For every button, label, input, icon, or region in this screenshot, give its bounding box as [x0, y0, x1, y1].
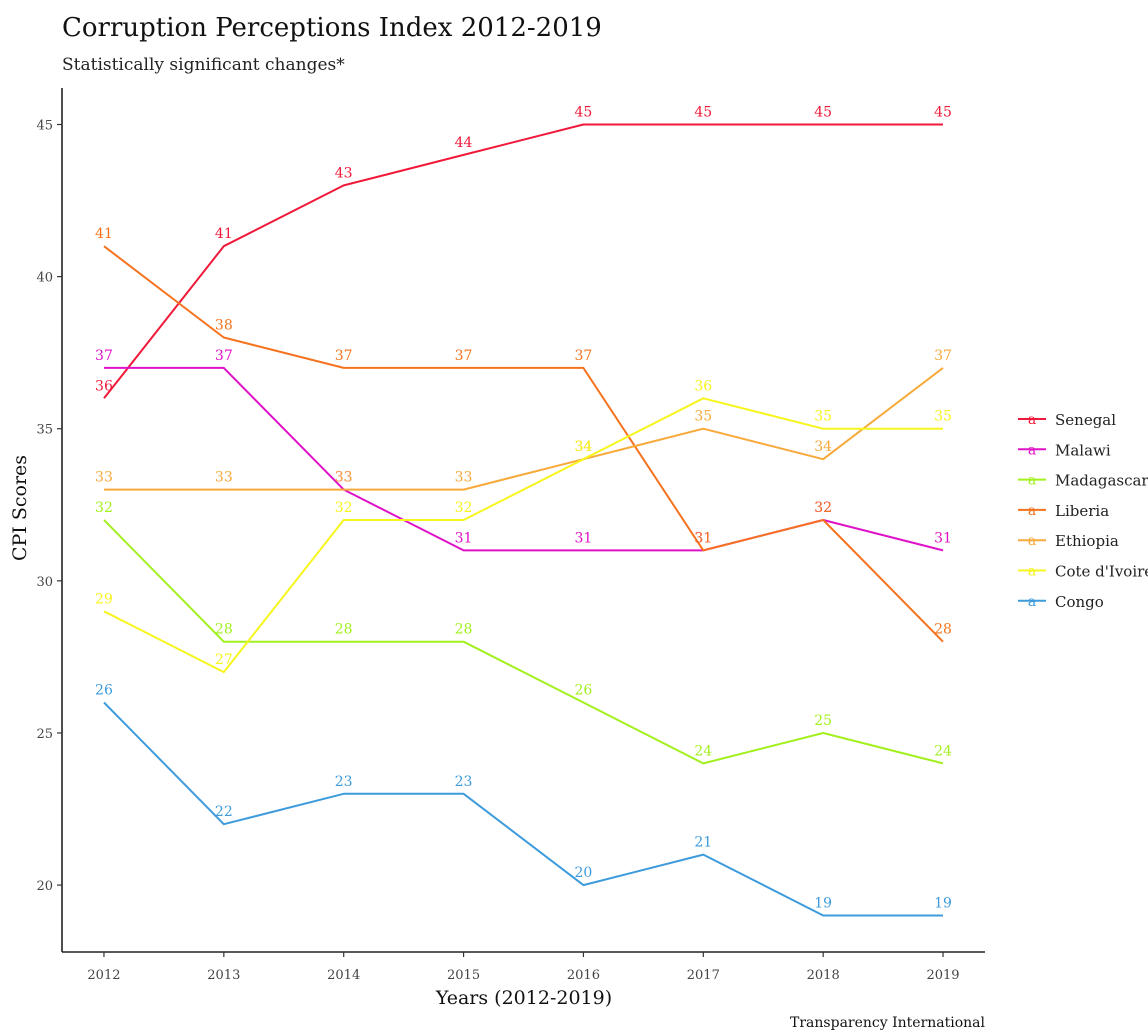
- legend-key-glyph: a: [1028, 564, 1036, 580]
- data-label: 31: [575, 530, 593, 546]
- legend-label: Liberia: [1055, 502, 1109, 520]
- data-label: 37: [215, 348, 233, 364]
- data-label: 28: [215, 622, 233, 638]
- x-tick-label: 2013: [207, 968, 240, 983]
- series-line: [103, 123, 943, 399]
- plot-area: 20 25 30 35 40 45 2012 2013 2014 2015 2016 2017 2018…: [36, 88, 985, 983]
- data-label: 26: [575, 683, 593, 699]
- series-line: [103, 397, 943, 674]
- data-label: 24: [934, 743, 952, 759]
- legend-label: Madagascar: [1055, 472, 1148, 490]
- x-tick-label: 2017: [687, 968, 720, 983]
- data-label: 32: [455, 500, 473, 516]
- legend-key-glyph: a: [1028, 533, 1036, 549]
- data-label: 45: [934, 105, 952, 121]
- legend-label: Ethiopia: [1055, 532, 1119, 550]
- y-tick-label: 40: [36, 271, 53, 286]
- chart-subtitle: Statistically significant changes*: [62, 55, 345, 75]
- data-label: 44: [455, 135, 473, 151]
- legend-label: Congo: [1055, 593, 1104, 611]
- data-label: 41: [215, 226, 233, 242]
- series-line: [103, 519, 944, 765]
- data-label: 28: [455, 622, 473, 638]
- data-label: 29: [95, 591, 113, 607]
- data-label: 19: [814, 895, 832, 911]
- legend-key-glyph: a: [1028, 503, 1036, 519]
- series-line: [104, 366, 944, 552]
- legend-key-glyph: a: [1028, 594, 1036, 610]
- data-label: 34: [814, 439, 832, 455]
- data-label: 33: [95, 470, 113, 486]
- data-label: 45: [814, 105, 832, 121]
- legend-key-glyph: a: [1028, 412, 1036, 428]
- x-tick-label: 2018: [807, 968, 840, 983]
- data-label: 27: [215, 652, 233, 668]
- data-label: 34: [575, 439, 593, 455]
- data-label: 22: [215, 804, 233, 820]
- data-label: 45: [575, 105, 593, 121]
- data-label: 35: [934, 409, 952, 425]
- data-label: 34: [575, 439, 593, 455]
- y-tick-label: 20: [36, 879, 53, 894]
- data-label: 37: [934, 348, 952, 364]
- data-label: 37: [455, 348, 473, 364]
- data-label: 43: [335, 165, 353, 181]
- y-tick-label: 25: [36, 727, 53, 742]
- data-label: 36: [95, 378, 113, 394]
- data-label: 35: [694, 409, 712, 425]
- data-label: 32: [335, 500, 353, 516]
- data-label: 21: [694, 835, 712, 851]
- series-line: [103, 245, 944, 643]
- data-label: 41: [95, 226, 113, 242]
- data-label: 28: [934, 622, 952, 638]
- x-tick-label: 2014: [327, 968, 360, 983]
- data-label: 20: [575, 865, 593, 881]
- x-tick-label: 2012: [87, 968, 120, 983]
- x-tick-label: 2016: [567, 968, 600, 983]
- legend-key-glyph: a: [1028, 473, 1036, 489]
- y-tick-label: 30: [36, 575, 53, 590]
- x-tick-label: 2019: [926, 968, 959, 983]
- data-label: 31: [934, 530, 952, 546]
- series-line: [104, 367, 944, 491]
- data-label: 35: [814, 409, 832, 425]
- data-label: 33: [335, 470, 353, 486]
- x-axis-title: Years (2012-2019): [435, 987, 612, 1009]
- legend-label: Cote d'Ivoire: [1055, 563, 1148, 581]
- data-label: 23: [335, 774, 353, 790]
- data-label: 45: [694, 105, 712, 121]
- x-tick-label: 2015: [447, 968, 480, 983]
- data-label: 36: [694, 378, 712, 394]
- legend-label: Senegal: [1055, 411, 1116, 429]
- legend-key-glyph: a: [1028, 442, 1036, 458]
- data-label: 23: [455, 774, 473, 790]
- data-label: 33: [215, 470, 233, 486]
- data-label: 24: [694, 743, 712, 759]
- data-label: 38: [215, 317, 233, 333]
- series-line: [103, 701, 943, 917]
- data-label: 19: [934, 895, 952, 911]
- legend-label: Malawi: [1055, 441, 1111, 459]
- data-label: 31: [694, 530, 712, 546]
- data-label: 33: [455, 470, 473, 486]
- y-tick-label: 35: [36, 423, 53, 438]
- y-tick-label: 45: [36, 119, 53, 134]
- data-label: 28: [335, 622, 353, 638]
- data-label: 32: [814, 500, 832, 516]
- data-label: 32: [95, 500, 113, 516]
- data-label: 32: [814, 500, 832, 516]
- legend: a Senegal a Malawi a Madagascar a Liberia a Ethio…: [1018, 411, 1148, 611]
- chart-title: Corruption Perceptions Index 2012-2019: [62, 13, 602, 43]
- chart-caption: Transparency International: [790, 1015, 985, 1031]
- data-label: 37: [575, 348, 593, 364]
- data-label: 26: [95, 683, 113, 699]
- data-label: 37: [335, 348, 353, 364]
- data-label: 31: [694, 530, 712, 546]
- data-label: 25: [814, 713, 832, 729]
- data-label: 33: [335, 470, 353, 486]
- y-axis-title: CPI Scores: [9, 455, 31, 561]
- data-label: 37: [95, 348, 113, 364]
- data-label: 31: [455, 530, 473, 546]
